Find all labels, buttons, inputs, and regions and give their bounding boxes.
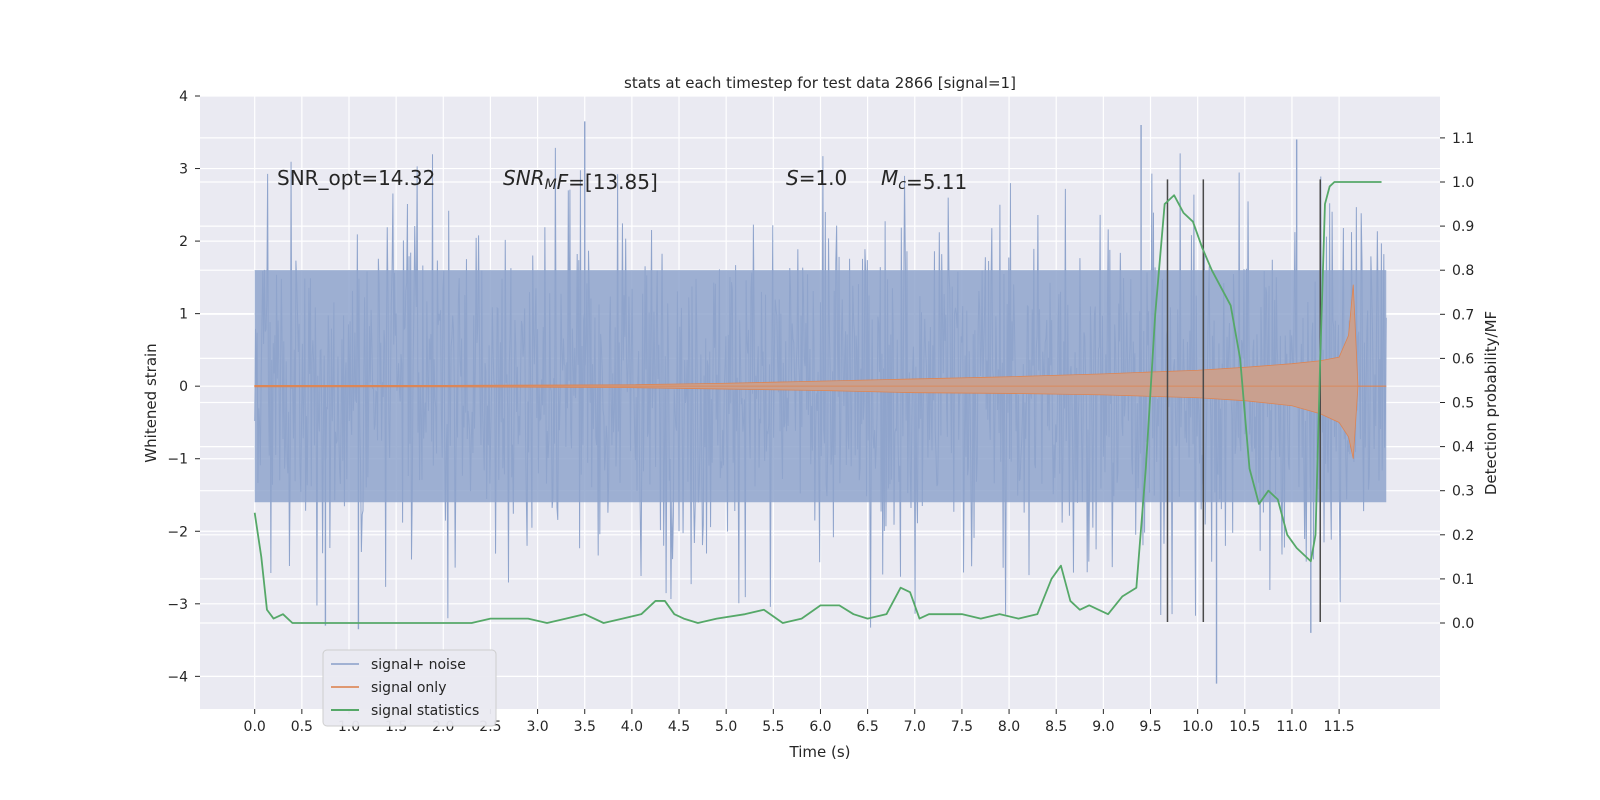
annotation: SNRMF=[13.85] [503,166,658,194]
x-tick-label: 5.5 [762,719,784,735]
x-tick-label: 9.0 [1092,719,1114,735]
annotation: SNR_opt=14.32 [277,166,435,190]
legend-label: signal only [371,680,446,696]
x-tick-label: 9.5 [1139,719,1161,735]
y2-tick-label: 0.9 [1452,219,1474,235]
y-axis-label: Whitened strain [142,343,160,462]
y-tick-label: −4 [167,669,188,685]
y2-tick-label: 0.4 [1452,440,1474,456]
x-tick-label: 3.5 [574,719,596,735]
x-tick-label: 0.0 [244,719,266,735]
x-axis-ticks: 0.0 0.5 1.0 1.5 2.0 2.5 3.0 3.5 4.0 4.5 5.0 5.5 6.0 6… [244,709,1355,735]
x-tick-label: 11.5 [1324,719,1355,735]
y2-tick-label: 0.5 [1452,396,1474,412]
y-axis-ticks: 4 3 2 1 0 −1 −2 −3 −4 [167,89,200,685]
chart-title: stats at each timestep for test data 286… [624,74,1016,92]
y2-tick-label: 0.8 [1452,263,1474,279]
x-tick-label: 11.0 [1276,719,1307,735]
x-tick-label: 7.0 [904,719,926,735]
y2-axis-label: Detection probability/MF [1482,311,1500,495]
y2-tick-label: 0.0 [1452,616,1474,632]
y-tick-label: 2 [179,234,188,250]
x-tick-label: 3.0 [526,719,548,735]
x-tick-label: 5.0 [715,719,737,735]
annotation: S=1.0 [786,166,847,190]
y2-tick-label: 1.0 [1452,175,1474,191]
x-tick-label: 8.0 [998,719,1020,735]
noise-trace [254,147,1387,628]
y-tick-label: 4 [179,89,188,105]
y2-tick-label: 0.1 [1452,572,1474,588]
x-tick-label: 8.5 [1045,719,1067,735]
y-tick-label: 3 [179,162,188,178]
y2-tick-label: 1.1 [1452,131,1474,147]
y-tick-label: 1 [179,307,188,323]
y2-axis-ticks: 1.1 1.0 0.9 0.8 0.7 0.6 0.5 0.4 0.3 0.2 0.1 0.0 [1440,131,1474,632]
x-tick-label: 10.0 [1182,719,1213,735]
y2-tick-label: 0.6 [1452,351,1474,367]
x-tick-label: 10.5 [1229,719,1260,735]
legend: signal+ noise signal only signal statistic… [322,649,497,727]
series-signal-only [254,284,1387,459]
x-axis-label: Time (s) [789,743,851,761]
annotation: Mc=5.11 [881,166,967,194]
x-tick-label: 4.5 [668,719,690,735]
stats-line [253,181,1382,624]
legend-box [322,649,497,727]
marker-lines [1166,179,1321,622]
annotations: SNR_opt=14.32 SNRMF=[13.85] S=1.0 Mc=5.11 [277,166,967,194]
y2-tick-label: 0.3 [1452,484,1474,500]
legend-label: signal statistics [371,703,479,719]
y2-tick-label: 0.7 [1452,307,1474,323]
y2-tick-label: 0.2 [1452,528,1474,544]
y-tick-label: −2 [167,524,188,540]
x-tick-label: 6.0 [809,719,831,735]
x-tick-label: 6.5 [856,719,878,735]
legend-label: signal+ noise [371,657,466,673]
series-signal-statistics [253,181,1382,624]
y-tick-label: 0 [179,379,188,395]
x-tick-label: 0.5 [291,719,313,735]
y-tick-label: −3 [167,597,188,613]
x-tick-label: 4.0 [621,719,643,735]
x-tick-label: 7.5 [951,719,973,735]
y-tick-label: −1 [167,452,188,468]
